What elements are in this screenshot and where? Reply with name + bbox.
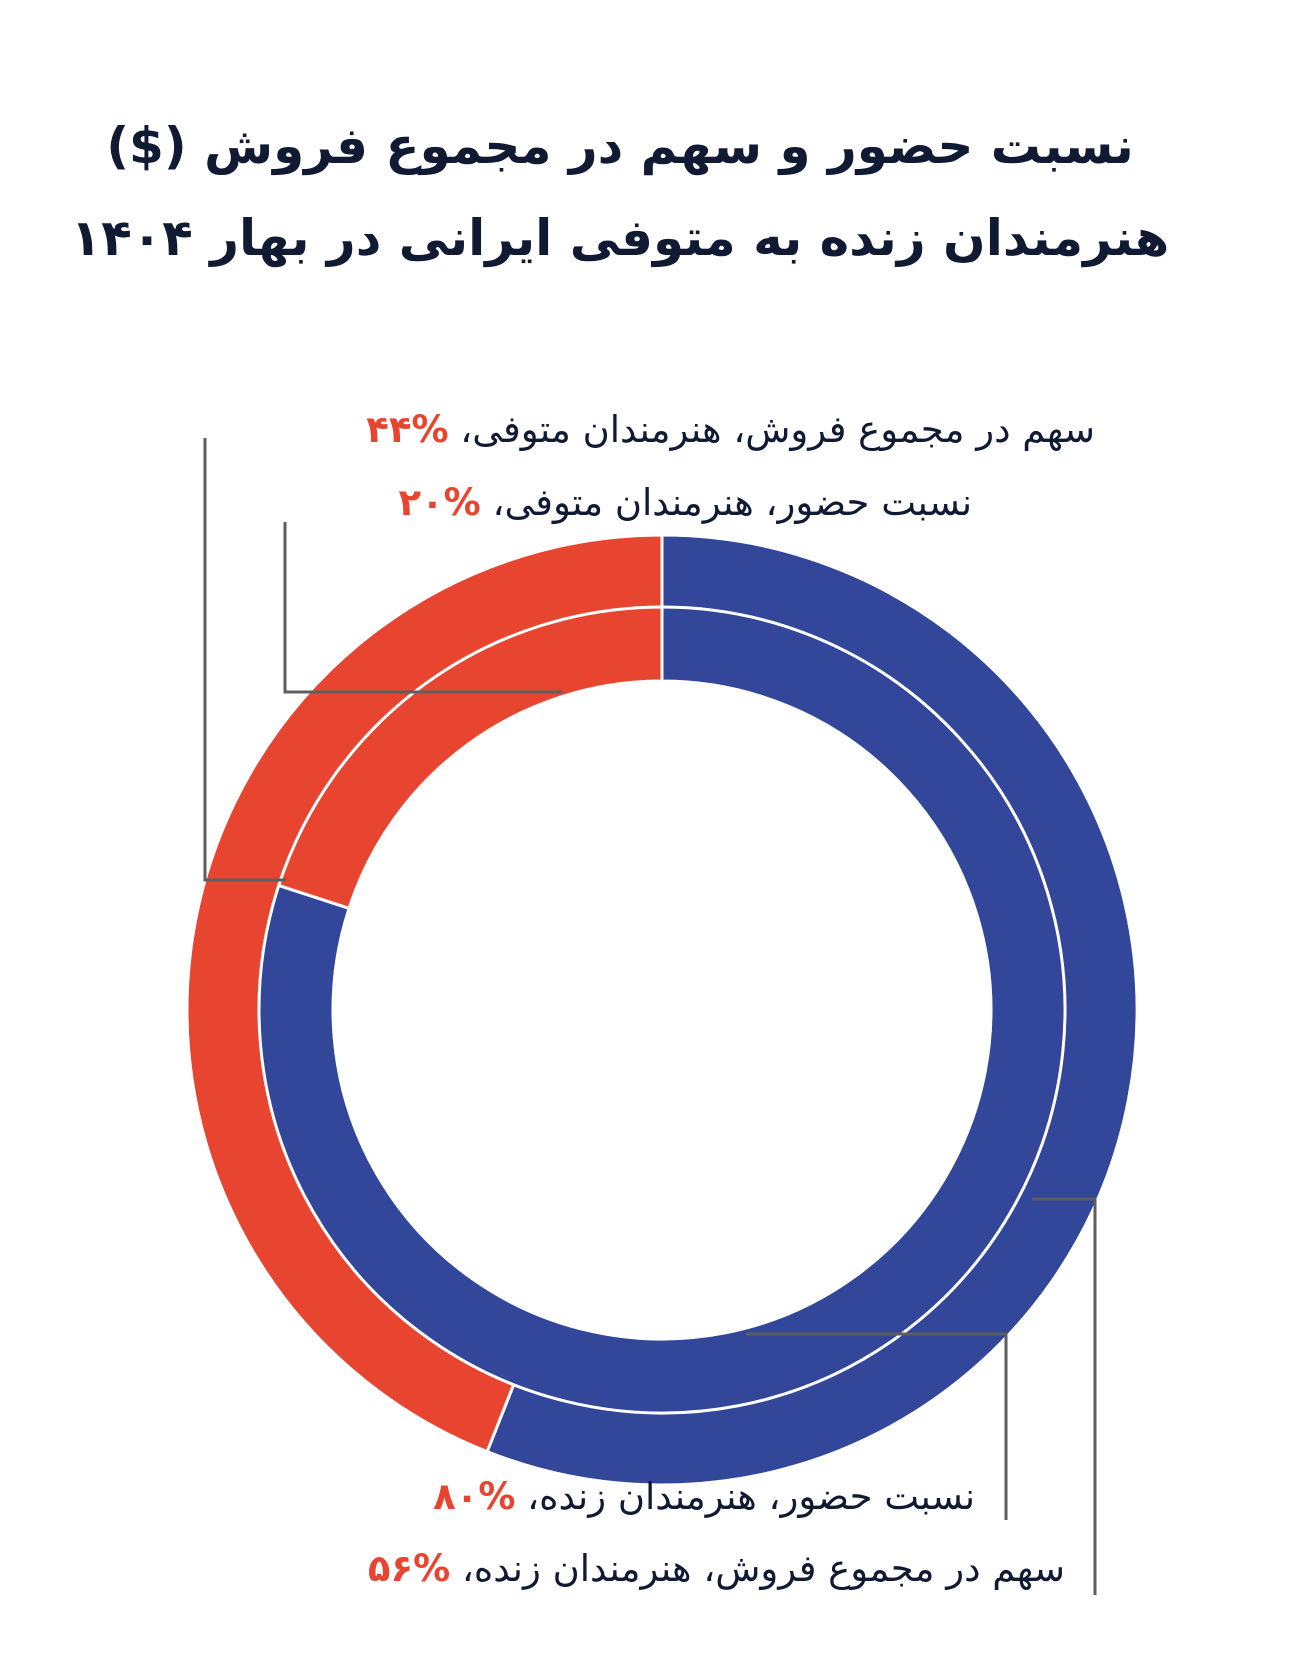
annotation-deceased-sales: سهم در مجموع فروش، هنرمندان متوفی، %۴۴ xyxy=(366,405,1095,455)
leader-living-sales xyxy=(1032,1197,1097,1595)
annotation-living-presence-text: نسبت حضور، هنرمندان زنده، xyxy=(515,1475,975,1518)
annotation-living-presence-value: %۸۰ xyxy=(433,1475,516,1518)
inner-ring-slice-living xyxy=(257,605,1067,1415)
annotation-deceased-sales-value: %۴۴ xyxy=(366,408,449,451)
annotation-deceased-presence: نسبت حضور، هنرمندان متوفی، %۲۰ xyxy=(399,478,973,528)
inner-ring-slice-deceased xyxy=(276,605,664,911)
leader-deceased-sales xyxy=(203,438,286,882)
annotation-deceased-presence-text: نسبت حضور، هنرمندان متوفی، xyxy=(480,481,973,524)
chart-title: نسبت حضور و سهم در مجموع فروش ($) هنرمند… xyxy=(40,100,1200,284)
rings-layer xyxy=(185,533,1139,1487)
annotation-deceased-presence-value: %۲۰ xyxy=(398,481,481,524)
leader-living-presence xyxy=(746,1332,1008,1520)
annotation-living-sales: سهم در مجموع فروش، هنرمندان زنده، %۵۶ xyxy=(368,1544,1065,1594)
annotation-living-sales-text: سهم در مجموع فروش، هنرمندان زنده، xyxy=(450,1547,1065,1590)
leader-deceased-presence xyxy=(283,522,562,694)
chart-title-line-1: نسبت حضور و سهم در مجموع فروش ($) xyxy=(106,117,1134,175)
leader-lines xyxy=(203,438,1097,1595)
chart-title-line-2: هنرمندان زنده به متوفی ایرانی در بهار ۱۴… xyxy=(70,209,1170,267)
annotation-deceased-sales-text: سهم در مجموع فروش، هنرمندان متوفی، xyxy=(448,408,1095,451)
annotation-living-sales-value: %۵۶ xyxy=(367,1547,451,1590)
annotation-living-presence: نسبت حضور، هنرمندان زنده، %۸۰ xyxy=(433,1472,975,1522)
